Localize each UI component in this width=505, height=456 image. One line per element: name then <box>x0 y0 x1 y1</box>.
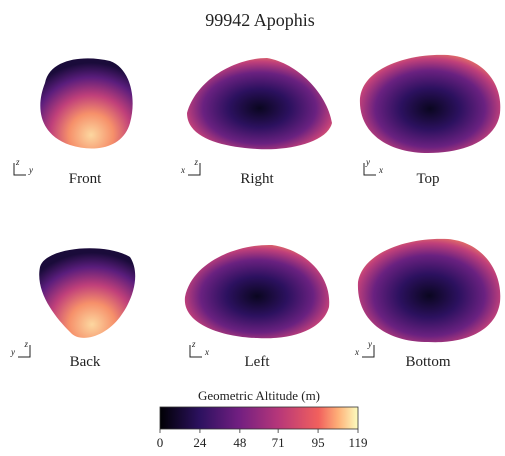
axis-up-label: y <box>367 339 372 349</box>
asteroid-view <box>40 58 132 148</box>
axis-up-label: z <box>193 157 198 167</box>
axis-side-label: x <box>180 165 185 175</box>
colorbar-ticks: 0 24 48 71 95 119 <box>157 429 368 450</box>
view-label: Top <box>416 171 439 187</box>
view-label: Back <box>70 354 101 370</box>
asteroid-view <box>39 248 135 338</box>
title: 99942 Apophis <box>205 10 315 30</box>
axis-side-label: x <box>204 347 209 357</box>
colorbar-tick-label: 48 <box>233 435 246 450</box>
view-label: Bottom <box>405 354 450 370</box>
axis-side-label: y <box>28 165 33 175</box>
axis-side-label: y <box>10 347 15 357</box>
axis-up-label: y <box>365 157 370 167</box>
colorbar-tick-label: 0 <box>157 435 164 450</box>
axis-up-label: z <box>23 339 28 349</box>
view-label: Left <box>245 354 271 370</box>
colorbar-tick-label: 71 <box>272 435 285 450</box>
figure: 99942 Apophis FrontzyRightzxTopyxBackzyL… <box>0 0 505 451</box>
view-label: Front <box>69 171 102 187</box>
asteroid-view <box>358 239 500 342</box>
colorbar-tick-label: 119 <box>348 435 367 450</box>
colorbar-tick-label: 24 <box>193 435 207 450</box>
axis-up-label: z <box>15 157 20 167</box>
axis-side-label: x <box>378 165 383 175</box>
colorbar-label: Geometric Altitude (m) <box>198 388 320 403</box>
colorbar-tick-label: 95 <box>312 435 325 450</box>
view-label: Right <box>240 171 274 187</box>
axis-up-label: z <box>191 339 196 349</box>
asteroid-view <box>185 245 329 338</box>
asteroid-view <box>187 58 332 149</box>
colorbar <box>160 407 358 429</box>
asteroid-view <box>360 55 500 153</box>
axis-side-label: x <box>354 347 359 357</box>
